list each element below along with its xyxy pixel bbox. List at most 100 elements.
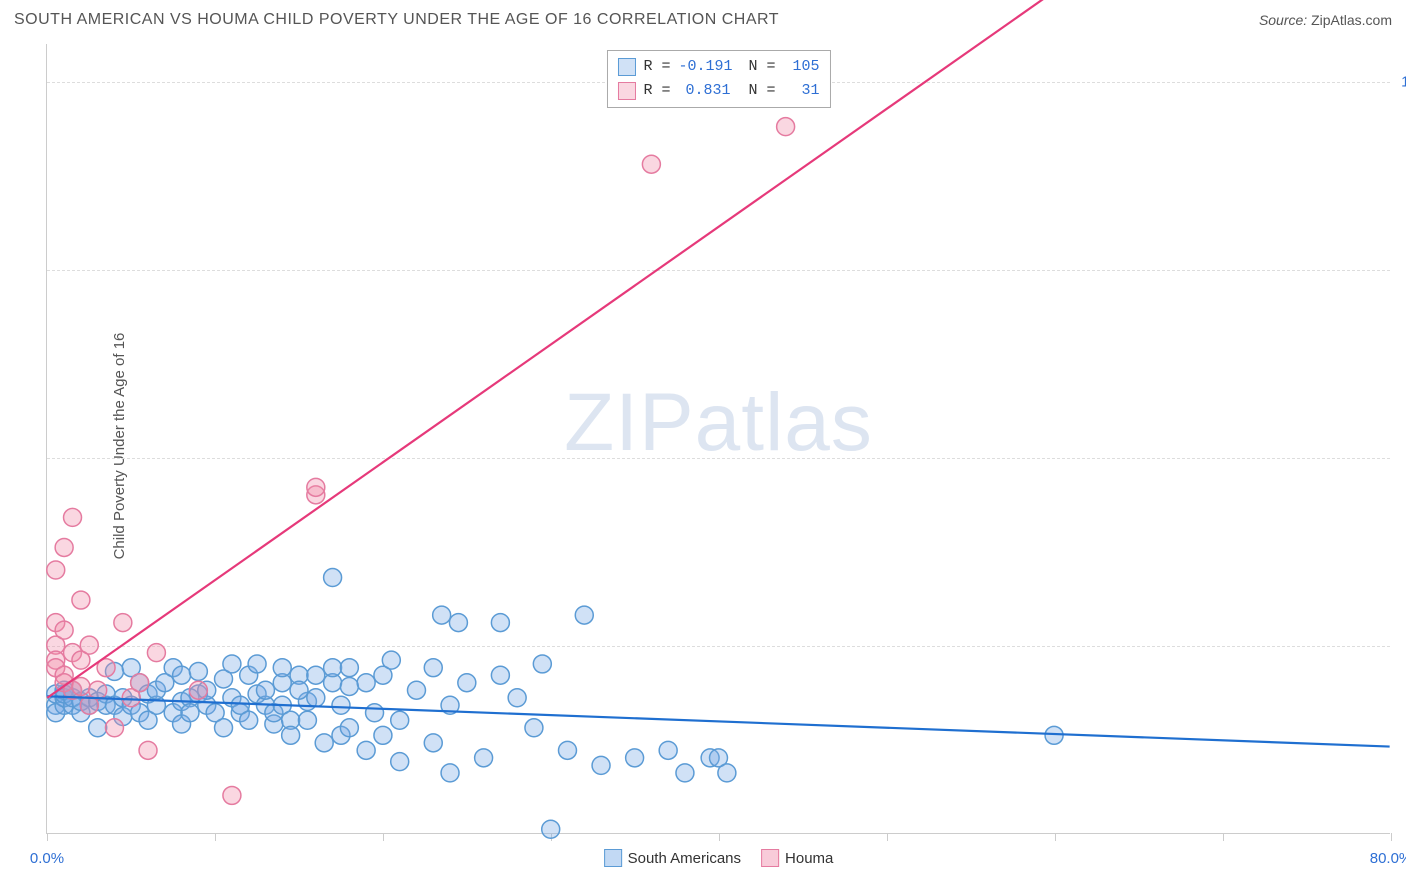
scatter-point xyxy=(189,681,207,699)
legend-item-1: Houma xyxy=(761,849,833,867)
r-value-0: -0.191 xyxy=(679,55,731,79)
scatter-point xyxy=(240,711,258,729)
n-label: N = xyxy=(749,55,776,79)
n-value-0: 105 xyxy=(784,55,820,79)
scatter-point xyxy=(72,677,90,695)
scatter-point xyxy=(542,820,560,838)
legend-row-series-0: R = -0.191 N = 105 xyxy=(617,55,819,79)
legend-bottom-swatch-1 xyxy=(761,849,779,867)
n-label: N = xyxy=(749,79,776,103)
x-tick xyxy=(383,833,384,841)
scatter-point xyxy=(173,666,191,684)
scatter-point xyxy=(424,659,442,677)
x-tick-label: 80.0% xyxy=(1370,850,1406,867)
series-legend: South Americans Houma xyxy=(604,849,834,867)
legend-bottom-label-0: South Americans xyxy=(628,850,741,867)
scatter-point xyxy=(491,614,509,632)
scatter-point xyxy=(407,681,425,699)
scatter-point xyxy=(256,681,274,699)
source-attribution: Source: ZipAtlas.com xyxy=(1259,12,1392,28)
x-tick xyxy=(215,833,216,841)
x-tick xyxy=(887,833,888,841)
x-tick-label: 0.0% xyxy=(30,850,64,867)
scatter-point xyxy=(298,711,316,729)
scatter-point xyxy=(223,655,241,673)
scatter-point xyxy=(382,651,400,669)
legend-row-series-1: R = 0.831 N = 31 xyxy=(617,79,819,103)
scatter-point xyxy=(72,591,90,609)
scatter-point xyxy=(718,764,736,782)
scatter-point xyxy=(642,155,660,173)
scatter-point xyxy=(491,666,509,684)
scatter-point xyxy=(374,726,392,744)
legend-swatch-0 xyxy=(617,58,635,76)
r-label: R = xyxy=(643,55,670,79)
y-tick-label: 50.0% xyxy=(1396,449,1406,466)
r-label: R = xyxy=(643,79,670,103)
scatter-point xyxy=(181,704,199,722)
scatter-point xyxy=(508,689,526,707)
scatter-point xyxy=(458,674,476,692)
scatter-point xyxy=(475,749,493,767)
scatter-point xyxy=(324,659,342,677)
y-tick-label: 25.0% xyxy=(1396,637,1406,654)
scatter-point xyxy=(89,681,107,699)
legend-swatch-1 xyxy=(617,82,635,100)
scatter-point xyxy=(441,764,459,782)
scatter-point xyxy=(80,636,98,654)
x-tick xyxy=(47,833,48,841)
scatter-point xyxy=(659,741,677,759)
scatter-point xyxy=(248,655,266,673)
scatter-point xyxy=(433,606,451,624)
scatter-point xyxy=(147,644,165,662)
scatter-point xyxy=(223,786,241,804)
scatter-point xyxy=(340,659,358,677)
source-value: ZipAtlas.com xyxy=(1311,12,1392,28)
correlation-legend: R = -0.191 N = 105 R = 0.831 N = 31 xyxy=(606,50,830,108)
scatter-point xyxy=(55,538,73,556)
scatter-point xyxy=(273,659,291,677)
scatter-point xyxy=(114,614,132,632)
scatter-point xyxy=(575,606,593,624)
scatter-point xyxy=(340,719,358,737)
y-tick-label: 100.0% xyxy=(1396,73,1406,90)
chart-plot-area: ZIPatlas 25.0%50.0%75.0%100.0% 0.0%80.0%… xyxy=(46,44,1390,834)
legend-item-0: South Americans xyxy=(604,849,741,867)
scatter-point xyxy=(777,118,795,136)
scatter-point xyxy=(307,689,325,707)
scatter-point xyxy=(676,764,694,782)
x-tick xyxy=(1391,833,1392,841)
scatter-point xyxy=(626,749,644,767)
scatter-point xyxy=(215,719,233,737)
n-value-1: 31 xyxy=(784,79,820,103)
legend-bottom-label-1: Houma xyxy=(785,850,833,867)
scatter-point xyxy=(340,677,358,695)
scatter-point xyxy=(55,621,73,639)
scatter-point xyxy=(449,614,467,632)
scatter-point xyxy=(592,756,610,774)
scatter-point xyxy=(89,719,107,737)
source-label: Source: xyxy=(1259,12,1307,28)
scatter-point xyxy=(324,569,342,587)
scatter-point xyxy=(64,508,82,526)
scatter-point xyxy=(47,561,65,579)
scatter-point xyxy=(189,662,207,680)
chart-title: SOUTH AMERICAN VS HOUMA CHILD POVERTY UN… xyxy=(14,11,779,29)
scatter-point xyxy=(290,681,308,699)
scatter-point xyxy=(282,726,300,744)
x-tick xyxy=(719,833,720,841)
scatter-point xyxy=(391,711,409,729)
scatter-point xyxy=(105,719,123,737)
x-tick xyxy=(1223,833,1224,841)
scatter-point xyxy=(357,674,375,692)
scatter-point xyxy=(424,734,442,752)
scatter-point xyxy=(559,741,577,759)
trend-line xyxy=(47,0,1054,698)
scatter-plot-svg xyxy=(47,44,1390,833)
scatter-point xyxy=(525,719,543,737)
scatter-point xyxy=(357,741,375,759)
x-tick xyxy=(1055,833,1056,841)
scatter-point xyxy=(332,696,350,714)
scatter-point xyxy=(391,753,409,771)
r-value-1: 0.831 xyxy=(679,79,731,103)
